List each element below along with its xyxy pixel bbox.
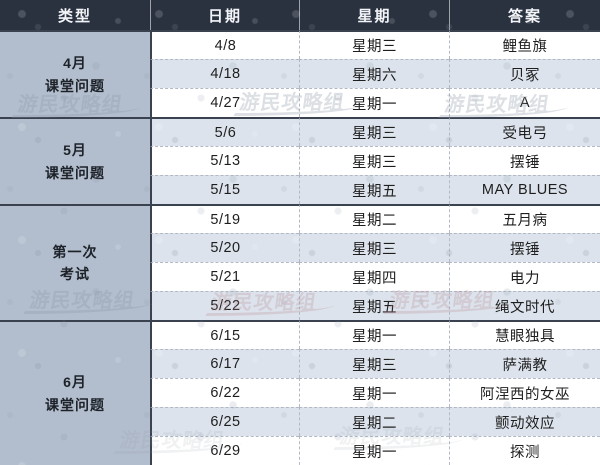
- group-label-line: 课堂问题: [45, 164, 105, 181]
- cell-date: 5/19: [150, 204, 299, 233]
- cell-weekday: 星期三: [299, 117, 449, 146]
- cell-weekday: 星期三: [299, 146, 449, 175]
- group-label-line: 第一次: [52, 243, 98, 260]
- cell-weekday: 星期二: [299, 204, 449, 233]
- cell-date: 4/27: [150, 88, 299, 117]
- cell-date: 4/8: [150, 30, 299, 59]
- cell-answer: MAY BLUES: [449, 175, 600, 204]
- cell-weekday: 星期六: [299, 59, 449, 88]
- cell-weekday: 星期三: [299, 233, 449, 262]
- header-date: 日期: [150, 0, 299, 30]
- group-label-first-exam: 第一次 考试: [0, 204, 150, 320]
- cell-answer: A: [449, 88, 600, 117]
- cell-weekday: 星期五: [299, 291, 449, 320]
- group-label-line: 4月: [63, 55, 87, 72]
- cell-date: 6/29: [150, 436, 299, 465]
- cell-weekday: 星期一: [299, 378, 449, 407]
- cell-date: 5/22: [150, 291, 299, 320]
- cell-weekday: 星期一: [299, 88, 449, 117]
- group-label-line: 考试: [60, 266, 90, 282]
- cell-date: 4/18: [150, 59, 299, 88]
- cell-date: 6/15: [150, 320, 299, 349]
- cell-answer: 摆锤: [449, 233, 600, 262]
- header-weekday: 星期: [299, 0, 449, 30]
- cell-date: 5/15: [150, 175, 299, 204]
- cell-date: 5/6: [150, 117, 299, 146]
- group-label-line: 课堂问题: [45, 396, 105, 413]
- cell-answer: 摆锤: [449, 146, 600, 175]
- group-label-line: 5月: [63, 142, 87, 159]
- cell-weekday: 星期五: [299, 175, 449, 204]
- cell-weekday: 星期三: [299, 30, 449, 59]
- group-label-line: 6月: [63, 374, 87, 391]
- cell-date: 5/13: [150, 146, 299, 175]
- header-answer: 答案: [449, 0, 600, 30]
- group-label-april-class: 4月 课堂问题: [0, 30, 150, 117]
- header-type: 类型: [0, 0, 150, 30]
- cell-date: 6/22: [150, 378, 299, 407]
- group-label-june-class: 6月 课堂问题: [0, 320, 150, 465]
- cell-date: 5/21: [150, 262, 299, 291]
- cell-answer: 慧眼独具: [449, 320, 600, 349]
- group-label-may-class: 5月 课堂问题: [0, 117, 150, 204]
- cell-answer: 颤动效应: [449, 407, 600, 436]
- group-label-line: 课堂问题: [45, 77, 105, 94]
- cell-answer: 受电弓: [449, 117, 600, 146]
- cell-weekday: 星期三: [299, 349, 449, 378]
- cell-answer: 五月病: [449, 204, 600, 233]
- cell-answer: 电力: [449, 262, 600, 291]
- cell-weekday: 星期四: [299, 262, 449, 291]
- cell-answer: 绳文时代: [449, 291, 600, 320]
- cell-answer: 鲤鱼旗: [449, 30, 600, 59]
- cell-answer: 阿涅西的女巫: [449, 378, 600, 407]
- cell-weekday: 星期一: [299, 320, 449, 349]
- cell-date: 5/20: [150, 233, 299, 262]
- cell-date: 6/25: [150, 407, 299, 436]
- cell-answer: 探测: [449, 436, 600, 465]
- cell-weekday: 星期一: [299, 436, 449, 465]
- cell-answer: 萨满教: [449, 349, 600, 378]
- cell-date: 6/17: [150, 349, 299, 378]
- cell-answer: 贝冢: [449, 59, 600, 88]
- cell-weekday: 星期二: [299, 407, 449, 436]
